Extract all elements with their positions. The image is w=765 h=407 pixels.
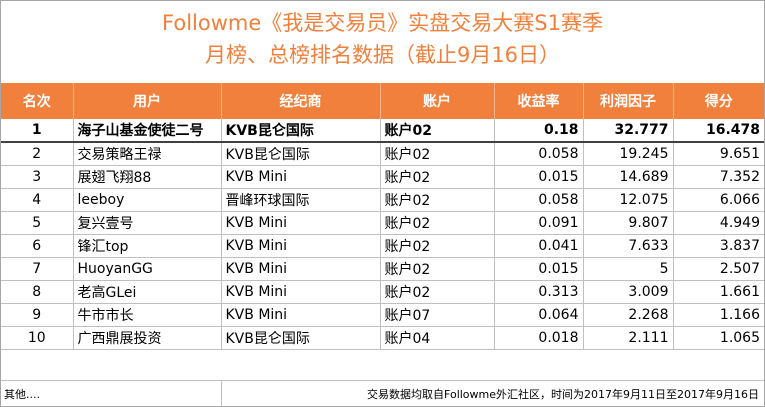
score-cell: 1.166 bbox=[673, 303, 764, 327]
footer-divider bbox=[221, 381, 222, 407]
user-cell: 老高GLei bbox=[73, 280, 222, 304]
user-cell: 展翅飞翔88 bbox=[73, 165, 222, 189]
account-cell: 账户04 bbox=[380, 326, 495, 350]
score-cell: 6.066 bbox=[673, 188, 764, 212]
header-rank: 名次 bbox=[1, 83, 74, 119]
profit-factor-cell: 14.689 bbox=[583, 165, 674, 189]
broker-cell: KVB昆仑国际 bbox=[221, 142, 381, 166]
return-cell: 0.018 bbox=[494, 326, 584, 350]
header-profit-factor: 利润因子 bbox=[583, 83, 674, 119]
table-row: 6 锋汇top KVB Mini 账户02 0.041 7.633 3.837 bbox=[1, 234, 764, 258]
user-cell: 锋汇top bbox=[73, 234, 222, 258]
user-cell: 海子山基金使徒二号 bbox=[73, 119, 222, 143]
profit-factor-cell: 12.075 bbox=[583, 188, 674, 212]
title-block: Followme《我是交易员》实盘交易大赛S1赛季 月榜、总榜排名数据（截止9月… bbox=[1, 1, 764, 83]
title-line-1: Followme《我是交易员》实盘交易大赛S1赛季 bbox=[162, 11, 603, 35]
user-cell: 牛市市长 bbox=[73, 303, 222, 327]
table-row: 3 展翅飞翔88 KVB Mini 账户02 0.015 14.689 7.35… bbox=[1, 165, 764, 189]
profit-factor-cell: 32.777 bbox=[583, 119, 674, 143]
return-cell: 0.058 bbox=[494, 188, 584, 212]
header-broker: 经纪商 bbox=[221, 83, 381, 119]
account-cell: 账户02 bbox=[380, 119, 495, 143]
account-cell: 账户07 bbox=[380, 303, 495, 327]
rank-cell: 4 bbox=[1, 188, 74, 212]
rank-cell: 1 bbox=[1, 119, 74, 143]
profit-factor-cell: 3.009 bbox=[583, 280, 674, 304]
score-cell: 1.661 bbox=[673, 280, 764, 304]
user-cell: 广西鼎展投资 bbox=[73, 326, 222, 350]
return-cell: 0.015 bbox=[494, 257, 584, 281]
rank-cell: 2 bbox=[1, 142, 74, 166]
return-cell: 0.064 bbox=[494, 303, 584, 327]
account-cell: 账户02 bbox=[380, 211, 495, 235]
account-cell: 账户02 bbox=[380, 280, 495, 304]
score-cell: 1.065 bbox=[673, 326, 764, 350]
user-cell: 复兴壹号 bbox=[73, 211, 222, 235]
table-row: 9 牛市市长 KVB Mini 账户07 0.064 2.268 1.166 bbox=[1, 303, 764, 327]
return-cell: 0.313 bbox=[494, 280, 584, 304]
footer-note: 交易数据均取自Followme外汇社区，时间为2017年9月11日至2017年9… bbox=[367, 388, 759, 401]
user-cell: leeboy bbox=[73, 188, 222, 212]
table-row: 5 复兴壹号 KVB Mini 账户02 0.091 9.807 4.949 bbox=[1, 211, 764, 235]
header-score: 得分 bbox=[673, 83, 764, 119]
header-account: 账户 bbox=[380, 83, 495, 119]
account-cell: 账户02 bbox=[380, 257, 495, 281]
rank-cell: 7 bbox=[1, 257, 74, 281]
rank-cell: 9 bbox=[1, 303, 74, 327]
title-line-2: 月榜、总榜排名数据（截止9月16日） bbox=[204, 43, 561, 67]
rank-cell: 5 bbox=[1, 211, 74, 235]
broker-cell: KVB Mini bbox=[221, 165, 381, 189]
header-return: 收益率 bbox=[494, 83, 584, 119]
return-cell: 0.18 bbox=[494, 119, 584, 143]
broker-cell: KVB Mini bbox=[221, 234, 381, 258]
rank-cell: 8 bbox=[1, 280, 74, 304]
ranking-table: 名次 用户 经纪商 账户 收益率 利润因子 得分 1 海子山基金使徒二号 KVB… bbox=[1, 83, 764, 350]
score-cell: 7.352 bbox=[673, 165, 764, 189]
account-cell: 账户02 bbox=[380, 188, 495, 212]
footer: 其他.... 交易数据均取自Followme外汇社区，时间为2017年9月11日… bbox=[1, 380, 764, 407]
broker-cell: 晋峰环球国际 bbox=[221, 188, 381, 212]
return-cell: 0.091 bbox=[494, 211, 584, 235]
profit-factor-cell: 2.268 bbox=[583, 303, 674, 327]
profit-factor-cell: 5 bbox=[583, 257, 674, 281]
account-cell: 账户02 bbox=[380, 165, 495, 189]
table-row: 2 交易策略王禄 KVB昆仑国际 账户02 0.058 19.245 9.651 bbox=[1, 142, 764, 166]
table-row: 7 HuoyanGG KVB Mini 账户02 0.015 5 2.507 bbox=[1, 257, 764, 281]
table-row: 10 广西鼎展投资 KVB昆仑国际 账户04 0.018 2.111 1.065 bbox=[1, 326, 764, 350]
broker-cell: KVB昆仑国际 bbox=[221, 326, 381, 350]
broker-cell: KVB Mini bbox=[221, 211, 381, 235]
score-cell: 3.837 bbox=[673, 234, 764, 258]
score-cell: 2.507 bbox=[673, 257, 764, 281]
broker-cell: KVB Mini bbox=[221, 257, 381, 281]
account-cell: 账户02 bbox=[380, 142, 495, 166]
score-cell: 16.478 bbox=[673, 119, 764, 143]
broker-cell: KVB昆仑国际 bbox=[221, 119, 381, 143]
user-cell: 交易策略王禄 bbox=[73, 142, 222, 166]
account-cell: 账户02 bbox=[380, 234, 495, 258]
rank-cell: 10 bbox=[1, 326, 74, 350]
return-cell: 0.058 bbox=[494, 142, 584, 166]
broker-cell: KVB Mini bbox=[221, 280, 381, 304]
score-cell: 9.651 bbox=[673, 142, 764, 166]
table-row: 8 老高GLei KVB Mini 账户02 0.313 3.009 1.661 bbox=[1, 280, 764, 304]
rank-cell: 6 bbox=[1, 234, 74, 258]
return-cell: 0.041 bbox=[494, 234, 584, 258]
return-cell: 0.015 bbox=[494, 165, 584, 189]
profit-factor-cell: 2.111 bbox=[583, 326, 674, 350]
profit-factor-cell: 9.807 bbox=[583, 211, 674, 235]
rank-cell: 3 bbox=[1, 165, 74, 189]
footer-others: 其他.... bbox=[4, 388, 40, 401]
user-cell: HuoyanGG bbox=[73, 257, 222, 281]
table-row: 1 海子山基金使徒二号 KVB昆仑国际 账户02 0.18 32.777 16.… bbox=[1, 119, 764, 143]
broker-cell: KVB Mini bbox=[221, 303, 381, 327]
profit-factor-cell: 7.633 bbox=[583, 234, 674, 258]
score-cell: 4.949 bbox=[673, 211, 764, 235]
header-row: 名次 用户 经纪商 账户 收益率 利润因子 得分 bbox=[1, 83, 764, 119]
header-user: 用户 bbox=[73, 83, 222, 119]
profit-factor-cell: 19.245 bbox=[583, 142, 674, 166]
table-row: 4 leeboy 晋峰环球国际 账户02 0.058 12.075 6.066 bbox=[1, 188, 764, 212]
